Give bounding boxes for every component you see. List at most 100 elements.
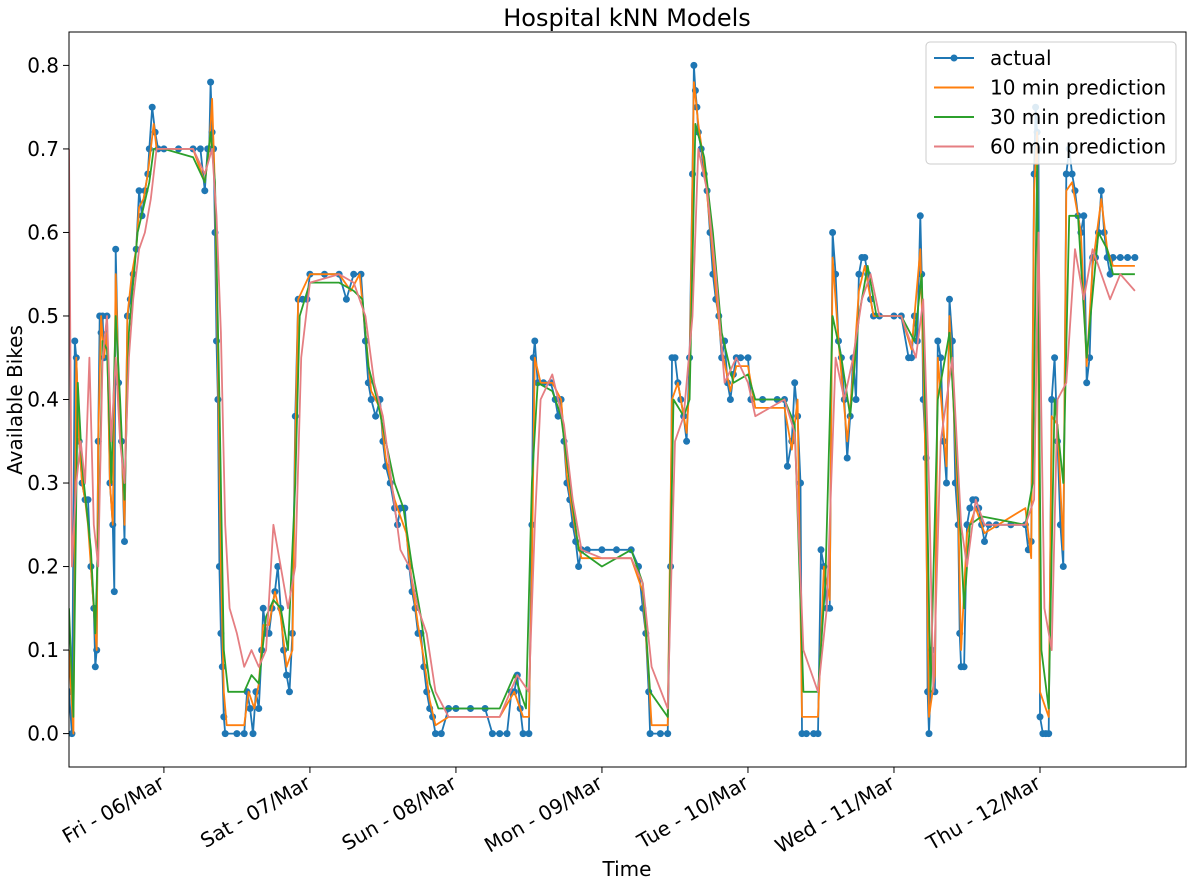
data-point xyxy=(744,354,752,362)
data-point xyxy=(946,295,953,303)
data-point xyxy=(488,730,496,738)
chart-title: Hospital kNN Models xyxy=(503,4,751,32)
data-point xyxy=(110,588,118,596)
data-point xyxy=(1124,254,1132,261)
data-point xyxy=(646,730,654,738)
x-tick-label: Sat - 07/Mar xyxy=(196,770,315,852)
data-point xyxy=(843,454,851,462)
data-point xyxy=(937,354,945,362)
data-point xyxy=(664,730,672,738)
data-point xyxy=(1131,254,1139,261)
y-tick-label: 0.2 xyxy=(27,555,59,579)
data-point xyxy=(791,379,799,387)
data-point xyxy=(135,187,143,195)
x-tick-label: Mon - 09/Mar xyxy=(480,770,607,857)
data-point xyxy=(683,437,691,445)
data-point xyxy=(1036,713,1044,721)
data-point xyxy=(737,354,745,362)
data-point xyxy=(934,337,942,345)
series-line-actual xyxy=(69,64,1135,735)
data-point xyxy=(671,354,679,362)
data-point xyxy=(283,671,291,679)
data-point xyxy=(908,354,915,362)
x-axis-label: Time xyxy=(602,857,652,881)
data-point xyxy=(690,61,698,69)
data-point xyxy=(255,705,263,712)
data-point xyxy=(201,187,209,195)
data-point xyxy=(861,254,869,261)
y-tick-label: 0.5 xyxy=(27,304,59,328)
data-point xyxy=(367,396,375,403)
data-point xyxy=(1083,379,1091,387)
y-axis-label: Available Bikes xyxy=(3,325,27,475)
data-point xyxy=(1068,170,1076,178)
data-point xyxy=(817,546,825,554)
series-line-30-min-prediction xyxy=(69,123,1135,718)
x-tick-label: Wed - 11/Mar xyxy=(771,770,899,858)
data-point xyxy=(503,730,511,738)
data-point xyxy=(221,730,229,738)
data-point xyxy=(437,730,445,738)
data-point xyxy=(525,730,533,738)
y-tick-label: 0.6 xyxy=(27,220,59,244)
data-point xyxy=(960,663,968,671)
legend-label: 30 min prediction xyxy=(990,105,1166,129)
legend-label: 60 min prediction xyxy=(990,135,1166,159)
y-tick-label: 0.3 xyxy=(27,471,59,495)
data-point xyxy=(196,145,204,153)
data-point xyxy=(575,563,583,570)
data-point xyxy=(943,479,950,487)
data-point xyxy=(246,705,254,712)
x-tick-label: Thu - 12/Mar xyxy=(921,770,1045,855)
data-point xyxy=(966,504,974,512)
series-line-60-min-prediction xyxy=(69,148,1136,718)
data-point xyxy=(1097,187,1105,195)
legend-label: 10 min prediction xyxy=(990,76,1166,100)
data-point xyxy=(783,462,791,470)
data-point xyxy=(121,538,128,545)
data-point xyxy=(531,337,539,345)
data-point xyxy=(496,730,504,738)
data-point xyxy=(1116,254,1124,261)
data-point xyxy=(350,270,358,278)
data-point xyxy=(1045,730,1053,738)
y-axis: 0.0 0.1 0.2 0.3 0.4 0.5 0.6 0.7 0.8 xyxy=(27,53,69,746)
data-point xyxy=(372,412,380,420)
data-point xyxy=(259,604,267,612)
data-point xyxy=(249,730,257,738)
data-point xyxy=(148,103,156,111)
data-point xyxy=(916,212,924,220)
x-tick-label: Tue - 10/Mar xyxy=(632,770,753,854)
data-point xyxy=(1062,170,1070,178)
data-point xyxy=(1048,396,1056,403)
x-axis: Fri - 06/Mar Sat - 07/Mar Sun - 08/Mar Mon … xyxy=(58,767,1045,858)
y-tick-label: 0.8 xyxy=(27,53,59,77)
y-tick-label: 0.7 xyxy=(27,137,59,161)
data-point xyxy=(981,538,988,545)
legend-marker xyxy=(950,54,958,62)
data-point xyxy=(598,546,606,554)
data-point xyxy=(613,546,620,554)
data-point xyxy=(656,730,664,738)
series-line-10-min-prediction xyxy=(69,81,1135,735)
data-point xyxy=(519,730,527,738)
data-point xyxy=(342,295,350,303)
data-point xyxy=(802,730,810,738)
data-point xyxy=(240,730,248,738)
data-point xyxy=(814,730,822,738)
data-point xyxy=(1051,354,1059,362)
x-tick-label: Fri - 06/Mar xyxy=(58,770,169,848)
data-point xyxy=(71,337,79,345)
legend: actual 10 min prediction 30 min prediction… xyxy=(925,41,1177,165)
data-point xyxy=(855,270,863,278)
data-point xyxy=(432,730,439,738)
legend-label: actual xyxy=(990,46,1052,70)
x-tick-label: Sun - 08/Mar xyxy=(338,770,461,855)
data-point xyxy=(1080,212,1088,220)
data-point xyxy=(852,396,860,403)
y-tick-label: 0.1 xyxy=(27,638,59,662)
data-point xyxy=(207,78,215,86)
data-point xyxy=(91,663,99,671)
data-point xyxy=(286,688,293,696)
